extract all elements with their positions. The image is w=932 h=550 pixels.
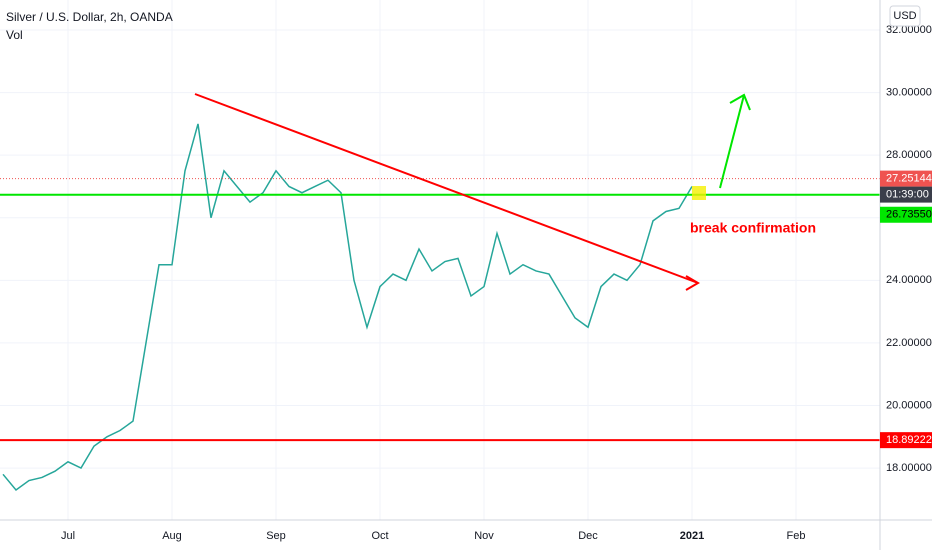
x-tick-label: Nov: [474, 530, 494, 542]
level-tag-label: 18.89222: [886, 434, 932, 446]
x-tick-label: Oct: [371, 530, 388, 542]
y-tick-label: 20.00000: [886, 399, 932, 411]
countdown: 01:39:00: [886, 189, 929, 201]
currency[interactable]: USD: [893, 10, 916, 22]
price-line: [2, 123, 693, 491]
y-tick-label: 32.00000: [886, 24, 932, 36]
currency-button[interactable]: [889, 5, 921, 27]
x-tick-label: Feb: [787, 530, 806, 542]
y-tick-label: 18.00000: [886, 462, 932, 474]
countdown-tag: [880, 186, 932, 203]
level-tag: [880, 432, 932, 449]
y-tick-label: 30.00000: [886, 87, 932, 99]
x-tick-label: Sep: [266, 530, 286, 542]
annotation: break confirmation: [690, 220, 816, 236]
highlight-box: [692, 186, 706, 200]
level-tag: [880, 206, 932, 223]
arrow-head: [729, 93, 751, 111]
x-tick-label: Aug: [162, 530, 182, 542]
price-tag-label: 27.25144: [886, 173, 932, 185]
subtitle: Vol: [6, 28, 23, 42]
y-tick-label: 28.00000: [886, 149, 932, 161]
x-tick-label: 2021: [680, 530, 704, 542]
level-tag-label: 26.73550: [886, 209, 932, 221]
arrow-head: [685, 275, 700, 291]
chart-title: Silver / U.S. Dollar, 2h, OANDA: [6, 10, 173, 24]
y-tick-label: 24.00000: [886, 274, 932, 286]
up-arrow: [719, 94, 745, 189]
price-tag: [880, 170, 932, 187]
trend-line: [194, 93, 699, 284]
x-tick-label: Jul: [61, 530, 75, 542]
x-tick-label: Dec: [578, 530, 598, 542]
y-tick-label: 22.00000: [886, 337, 932, 349]
